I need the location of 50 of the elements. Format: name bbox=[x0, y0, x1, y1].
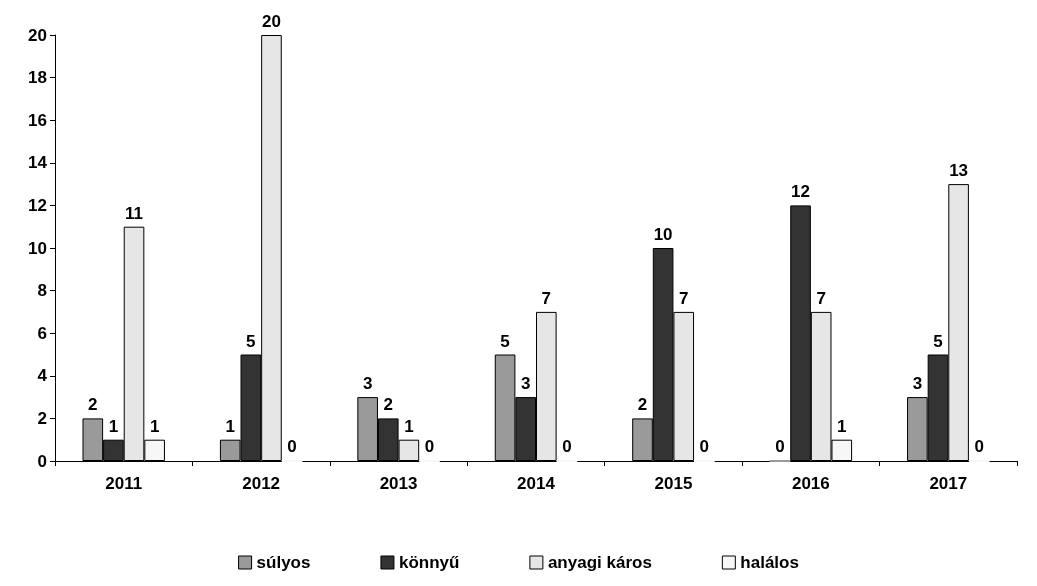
legend-label: anyagi káros bbox=[547, 553, 652, 572]
data-label: 0 bbox=[699, 437, 710, 456]
data-label: 2 bbox=[637, 395, 648, 415]
data-label: 1 bbox=[404, 416, 414, 436]
data-label: 3 bbox=[362, 374, 373, 394]
y-tick-label: 12 bbox=[28, 195, 47, 215]
data-label: 5 bbox=[500, 331, 510, 351]
legend-label: halálos bbox=[740, 553, 799, 572]
data-label: 5 bbox=[933, 331, 943, 351]
data-label: 3 bbox=[912, 374, 923, 394]
x-tick-label: 2014 bbox=[517, 474, 556, 493]
data-label: 0 bbox=[562, 437, 572, 456]
data-label: 12 bbox=[791, 182, 811, 202]
data-label: 7 bbox=[541, 288, 552, 308]
x-tick-label: 2015 bbox=[654, 474, 693, 493]
data-label: 11 bbox=[125, 203, 144, 223]
x-tick-label: 2012 bbox=[242, 474, 281, 493]
y-tick-label: 0 bbox=[37, 451, 47, 471]
y-tick-label: 14 bbox=[28, 153, 48, 173]
y-tick-label: 16 bbox=[28, 110, 47, 130]
data-label: 2 bbox=[383, 395, 393, 415]
x-tick-label: 2016 bbox=[791, 474, 830, 493]
legend-label: könnyű bbox=[398, 553, 460, 572]
data-label: 7 bbox=[679, 288, 689, 308]
data-label: 2 bbox=[88, 395, 98, 415]
data-label: 1 bbox=[108, 416, 119, 436]
data-label: 13 bbox=[949, 161, 969, 181]
y-tick-label: 10 bbox=[28, 238, 47, 258]
legend-label: súlyos bbox=[256, 553, 311, 572]
data-label: 20 bbox=[261, 12, 281, 31]
data-label: 0 bbox=[775, 437, 785, 456]
data-label: 10 bbox=[653, 225, 673, 244]
x-tick-label: 2017 bbox=[929, 474, 968, 493]
data-label: 3 bbox=[520, 374, 531, 394]
x-tick-label: 2013 bbox=[379, 474, 418, 493]
data-label: 1 bbox=[149, 416, 160, 436]
data-label: 5 bbox=[246, 331, 256, 351]
data-label: 1 bbox=[225, 416, 235, 436]
data-label: 0 bbox=[287, 437, 297, 456]
y-tick-label: 2 bbox=[37, 408, 47, 428]
y-tick-label: 20 bbox=[28, 25, 47, 45]
data-label: 7 bbox=[816, 288, 826, 308]
data-label: 0 bbox=[424, 437, 435, 456]
y-tick-label: 4 bbox=[37, 366, 48, 386]
y-tick-label: 18 bbox=[28, 68, 47, 88]
x-tick-label: 2011 bbox=[105, 474, 143, 493]
y-tick-label: 6 bbox=[37, 323, 47, 343]
data-label: 1 bbox=[837, 416, 847, 436]
data-label: 0 bbox=[974, 437, 984, 456]
y-tick-label: 8 bbox=[37, 281, 47, 301]
